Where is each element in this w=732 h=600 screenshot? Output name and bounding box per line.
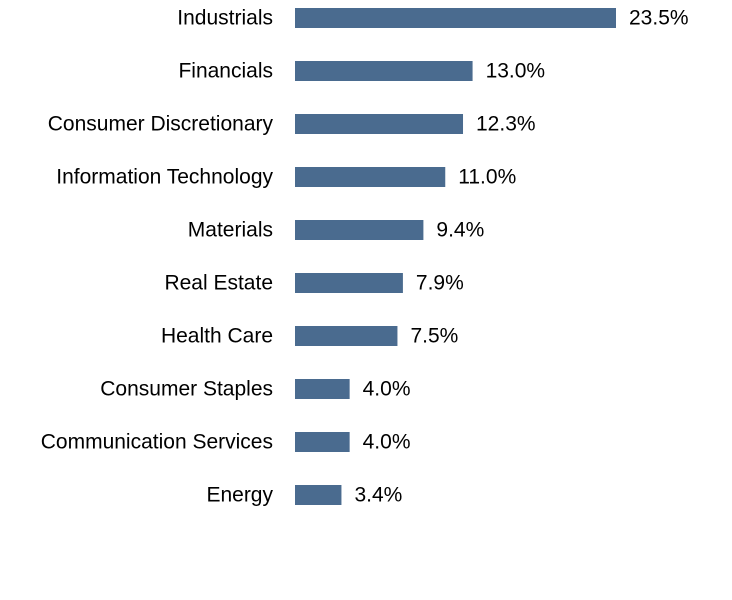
value-labels: 23.5% 13.0% 12.3% 11.0% 9.4% 7.9% 7.5% 4.0% 4.0%… <box>354 7 688 507</box>
value-label-information-technology: 11.0% <box>458 166 516 189</box>
category-labels: Industrials Financials Consumer Discretion… <box>41 7 274 507</box>
bar-real-estate <box>295 273 403 293</box>
bar-health-care <box>295 326 398 346</box>
bar-financials <box>295 61 473 81</box>
category-label-materials: Materials <box>188 219 273 242</box>
category-label-financials: Financials <box>178 60 273 83</box>
value-label-materials: 9.4% <box>436 219 484 242</box>
category-label-consumer-staples: Consumer Staples <box>100 378 273 401</box>
category-label-health-care: Health Care <box>161 325 273 348</box>
value-label-energy: 3.4% <box>354 484 402 507</box>
bar-information-technology <box>295 167 446 187</box>
value-label-real-estate: 7.9% <box>416 272 464 295</box>
bar-group <box>295 8 616 505</box>
value-label-consumer-staples: 4.0% <box>363 378 411 401</box>
bar-communication-services <box>295 432 350 452</box>
bar-energy <box>295 485 342 505</box>
bar-industrials <box>295 8 616 28</box>
bar-consumer-discretionary <box>295 114 464 134</box>
category-label-information-technology: Information Technology <box>56 166 273 189</box>
value-label-industrials: 23.5% <box>629 7 689 30</box>
bar-consumer-staples <box>295 379 350 399</box>
bar-materials <box>295 220 424 240</box>
category-label-real-estate: Real Estate <box>164 272 273 295</box>
category-label-communication-services: Communication Services <box>41 431 273 454</box>
category-label-energy: Energy <box>206 484 273 507</box>
category-label-industrials: Industrials <box>177 7 273 30</box>
category-label-consumer-discretionary: Consumer Discretionary <box>48 113 274 136</box>
value-label-communication-services: 4.0% <box>363 431 411 454</box>
value-label-health-care: 7.5% <box>410 325 458 348</box>
value-label-consumer-discretionary: 12.3% <box>476 113 536 136</box>
value-label-financials: 13.0% <box>486 60 546 83</box>
